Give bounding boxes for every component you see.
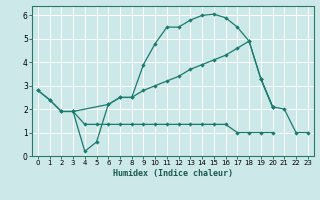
X-axis label: Humidex (Indice chaleur): Humidex (Indice chaleur) [113, 169, 233, 178]
